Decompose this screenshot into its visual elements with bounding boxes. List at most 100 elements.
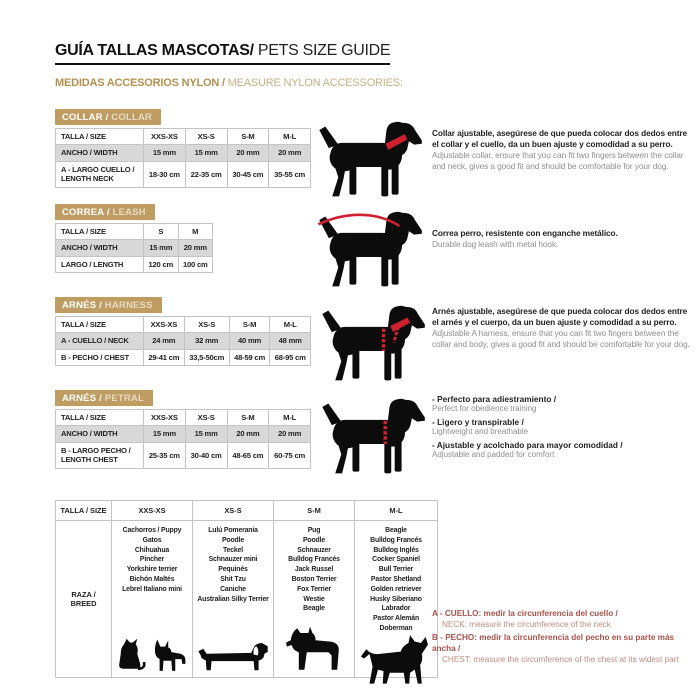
harness-marking <box>381 317 411 352</box>
chihuahua-silhouette-icon <box>154 639 186 671</box>
collar-badge-en: COLLAR <box>108 112 153 123</box>
petral-features: - Perfecto para adiestramiento / Perfect… <box>432 394 694 463</box>
page-title: GUÍA TALLAS MASCOTAS/ PETS SIZE GUIDE <box>55 42 391 65</box>
harness-neck-xxs: 24 mm <box>143 332 185 350</box>
leash-desc-en: Durable dog leash with metal hook. <box>432 238 559 249</box>
breed-cell-xxs: Cachorros / Puppy Gatos Chihuahua Pincher Yo… <box>111 520 193 678</box>
leash-width-m: 20 mm <box>177 239 213 257</box>
page-header: GUÍA TALLAS MASCOTAS/ PETS SIZE GUIDE ME… <box>55 42 403 89</box>
breed-th-xs: XS-S <box>192 500 274 521</box>
petral-chest-xxs: 25-35 cm <box>143 441 186 469</box>
petral-width-ml: 20 mm <box>268 425 311 443</box>
breed-cell-xs: Lulú Pomerania Poodle Teckel Schnauzer mini… <box>192 520 274 678</box>
petral-badge-es: ARNÉS / <box>62 393 102 404</box>
collar-dog-icon <box>319 121 422 197</box>
collar-width-xxs: 15 mm <box>143 144 186 162</box>
harness-size-table: TALLA / SIZE XXS-XS XS-S S-M M-L A - CUE… <box>55 315 311 367</box>
leash-length-m: 100 cm <box>177 255 213 274</box>
petral-badge-en: PETRAL <box>101 393 144 404</box>
harness-description: Arnés ajustable, asegúrese de que pueda … <box>432 306 694 350</box>
collar-section-badge: COLLAR / COLLAR <box>55 107 162 125</box>
cat-silhouette-icon <box>119 638 146 671</box>
harness-dog-icon <box>322 305 425 381</box>
petral-section-badge: ARNÉS / PETRAL <box>55 388 153 406</box>
page-title-en: PETS SIZE GUIDE <box>253 42 391 59</box>
breed-th-ml: M-L <box>354 500 438 521</box>
harness-neck-label: A - CUELLO / NECK <box>55 332 144 350</box>
petral-width-xs: 15 mm <box>184 425 228 443</box>
collar-neck-ml: 35-55 cm <box>268 160 311 188</box>
leash-length-s: 120 cm <box>143 255 179 274</box>
leash-length-label: LARGO / LENGTH <box>55 255 144 274</box>
collar-th-sm: S-M <box>226 127 270 146</box>
breed-list-sm: Pug Poodle Schnauzer Bulldog Francés Jack Ru… <box>288 527 340 613</box>
harness-th-size: TALLA / SIZE <box>55 315 144 334</box>
page-subtitle-es: MEDIDAS ACCESORIOS NYLON / <box>55 77 225 89</box>
collar-description: Collar ajustable, asegúrese de que pueda… <box>432 128 694 172</box>
petral-dog-icon <box>322 398 425 474</box>
leash-th-s: S <box>143 222 179 241</box>
collar-th-size: TALLA / SIZE <box>55 127 144 146</box>
breed-cell-ml: Beagle Bulldog Francés Bulldog Inglés Cocke… <box>354 520 438 684</box>
page-title-es: GUÍA TALLAS MASCOTAS/ <box>55 42 254 59</box>
leash-size-table: TALLA / SIZE S M ANCHO / WIDTH 15 mm 20 … <box>55 222 213 274</box>
collar-marking <box>385 134 408 150</box>
leash-th-size: TALLA / SIZE <box>55 222 144 241</box>
petral-chest-label: B - LARGO PECHO / LENGTH CHEST <box>55 441 144 469</box>
measurement-notes: A - CUELLO: medir la circunferencia del … <box>432 608 698 667</box>
harness-chest-sm: 48-59 cm <box>228 348 271 367</box>
leash-th-m: M <box>177 222 213 241</box>
collar-th-xs: XS-S <box>184 127 228 146</box>
harness-badge-en: HARNESS <box>101 300 153 311</box>
harness-chest-ml: 68-95 cm <box>269 348 311 367</box>
petral-feature-3: - Ajustable y acolchado para mayor comod… <box>432 440 623 459</box>
petral-size-table: TALLA / SIZE XXS-XS XS-S S-M M-L ANCHO /… <box>55 408 311 469</box>
petral-th-size: TALLA / SIZE <box>55 408 144 427</box>
petral-width-sm: 20 mm <box>226 425 270 443</box>
petral-feature-2: - Ligero y transpirable / Lightweight an… <box>432 417 529 436</box>
breed-th-sm: S-M <box>273 500 355 521</box>
collar-badge-es: COLLAR / <box>62 112 109 123</box>
petral-width-label: ANCHO / WIDTH <box>55 425 144 443</box>
harness-th-xs: XS-S <box>183 315 230 334</box>
petral-chest-sm: 48-65 cm <box>226 441 270 469</box>
breed-list-xxs: Cachorros / Puppy Gatos Chihuahua Pincher Yo… <box>122 527 182 593</box>
leash-dog-icon <box>317 211 422 287</box>
harness-th-ml: M-L <box>269 315 311 334</box>
collar-width-ml: 20 mm <box>268 144 311 162</box>
breed-list-ml: Beagle Bulldog Francés Bulldog Inglés Cocke… <box>370 527 422 632</box>
dachshund-silhouette-icon <box>198 642 268 671</box>
harness-desc-en: Adjustable A harness, ensure that you ca… <box>432 327 690 349</box>
leash-width-label: ANCHO / WIDTH <box>55 239 144 257</box>
leash-width-s: 15 mm <box>143 239 179 257</box>
harness-neck-sm: 40 mm <box>228 332 271 350</box>
harness-th-xxs: XXS-XS <box>143 315 185 334</box>
petral-th-xxs: XXS-XS <box>143 408 186 427</box>
collar-neck-xs: 22-35 cm <box>184 160 228 188</box>
petral-chest-xs: 30-40 cm <box>184 441 228 469</box>
harness-chest-label: B - PECHO / CHEST <box>55 348 144 367</box>
collar-th-ml: M-L <box>268 127 311 146</box>
petral-th-xs: XS-S <box>184 408 228 427</box>
collar-width-xs: 15 mm <box>184 144 228 162</box>
petral-th-sm: S-M <box>226 408 270 427</box>
breed-row-label: RAZA / BREED <box>55 520 112 678</box>
leash-marking <box>317 213 401 228</box>
harness-chest-xs: 33,5-50cm <box>183 348 230 367</box>
leash-badge-es: CORREA / <box>62 207 110 218</box>
collar-neck-xxs: 18-30 cm <box>143 160 186 188</box>
breed-list-xs: Lulú Pomerania Poodle Teckel Schnauzer mini… <box>197 527 269 603</box>
collar-desc-es: Collar ajustable, asegúrese de que pueda… <box>432 128 688 149</box>
collar-neck-sm: 30-45 cm <box>226 160 270 188</box>
petral-width-xxs: 15 mm <box>143 425 186 443</box>
page-subtitle-en: MEASURE NYLON ACCESSORIES: <box>224 77 403 89</box>
harness-chest-xxs: 29-41 cm <box>143 348 185 367</box>
doberman-silhouette-icon <box>360 635 428 684</box>
collar-th-xxs: XXS-XS <box>143 127 186 146</box>
breed-table: TALLA / SIZE XXS-XS XS-S S-M M-L RAZA / … <box>55 500 438 684</box>
note-neck: A - CUELLO: medir la circunferencia del … <box>432 609 618 630</box>
page-subtitle: MEDIDAS ACCESORIOS NYLON / MEASURE NYLON… <box>55 77 403 89</box>
collar-width-sm: 20 mm <box>226 144 270 162</box>
breed-th-size: TALLA / SIZE <box>55 500 112 521</box>
harness-th-sm: S-M <box>228 315 271 334</box>
